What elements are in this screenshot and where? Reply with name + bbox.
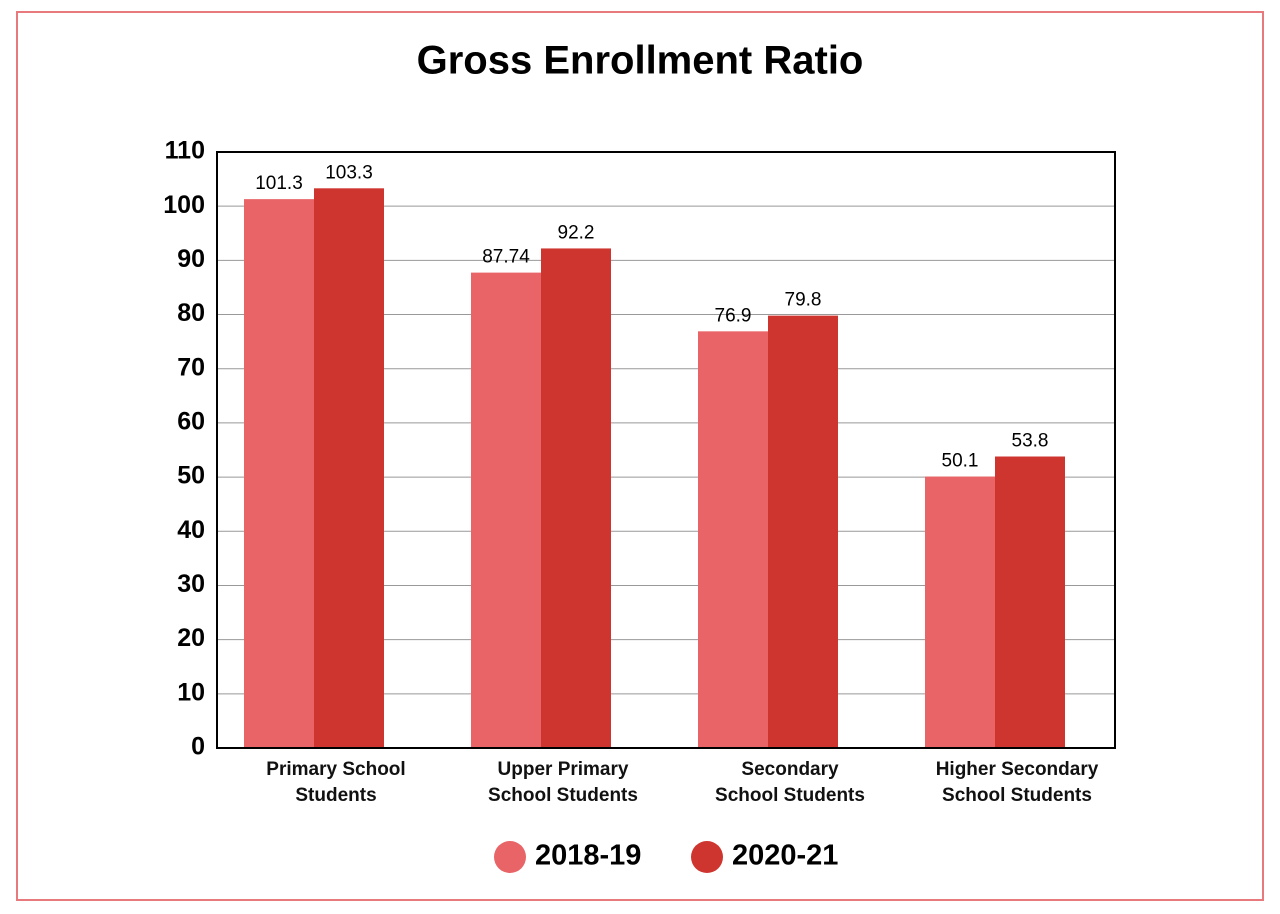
bar [698, 331, 768, 748]
y-tick-label: 50 [177, 462, 205, 490]
x-tick-label: Secondary School Students [715, 759, 865, 806]
value-label: 53.8 [1012, 431, 1049, 452]
y-tick-label: 40 [177, 516, 205, 544]
y-tick-label: 20 [177, 624, 205, 652]
bar [471, 272, 541, 748]
bar [314, 188, 384, 748]
y-tick-label: 90 [177, 245, 205, 273]
frame [16, 11, 1264, 901]
x-tick-label: Upper Primary School Students [488, 759, 638, 806]
bar [925, 476, 995, 748]
value-label: 101.3 [255, 173, 303, 194]
value-label: 87.74 [482, 247, 530, 268]
x-tick-label: Higher Secondary School Students [935, 759, 1099, 806]
legend-label: 2018-19 [535, 840, 641, 872]
legend-label: 2020-21 [732, 840, 838, 872]
value-label: 92.2 [558, 222, 595, 243]
y-tick-label: 80 [177, 299, 205, 327]
y-tick-label: 0 [191, 733, 205, 761]
bar [244, 199, 314, 748]
legend-marker [494, 841, 526, 873]
legend-marker [691, 841, 723, 873]
y-tick-label: 10 [177, 678, 205, 706]
y-tick-label: 110 [165, 137, 205, 165]
y-tick-label: 70 [177, 353, 205, 381]
chart-title: Gross Enrollment Ratio [417, 39, 864, 83]
x-tick-label: Primary School Students [266, 759, 406, 806]
bar [541, 248, 611, 748]
bar [995, 456, 1065, 748]
plot-border [216, 151, 1116, 749]
y-tick-label: 30 [177, 570, 205, 598]
value-label: 79.8 [785, 290, 822, 311]
bar [768, 315, 838, 748]
y-tick-label: 100 [163, 191, 205, 219]
y-tick-label: 60 [177, 408, 205, 436]
value-label: 50.1 [942, 451, 979, 472]
value-label: 76.9 [715, 305, 752, 326]
value-label: 103.3 [325, 162, 373, 183]
